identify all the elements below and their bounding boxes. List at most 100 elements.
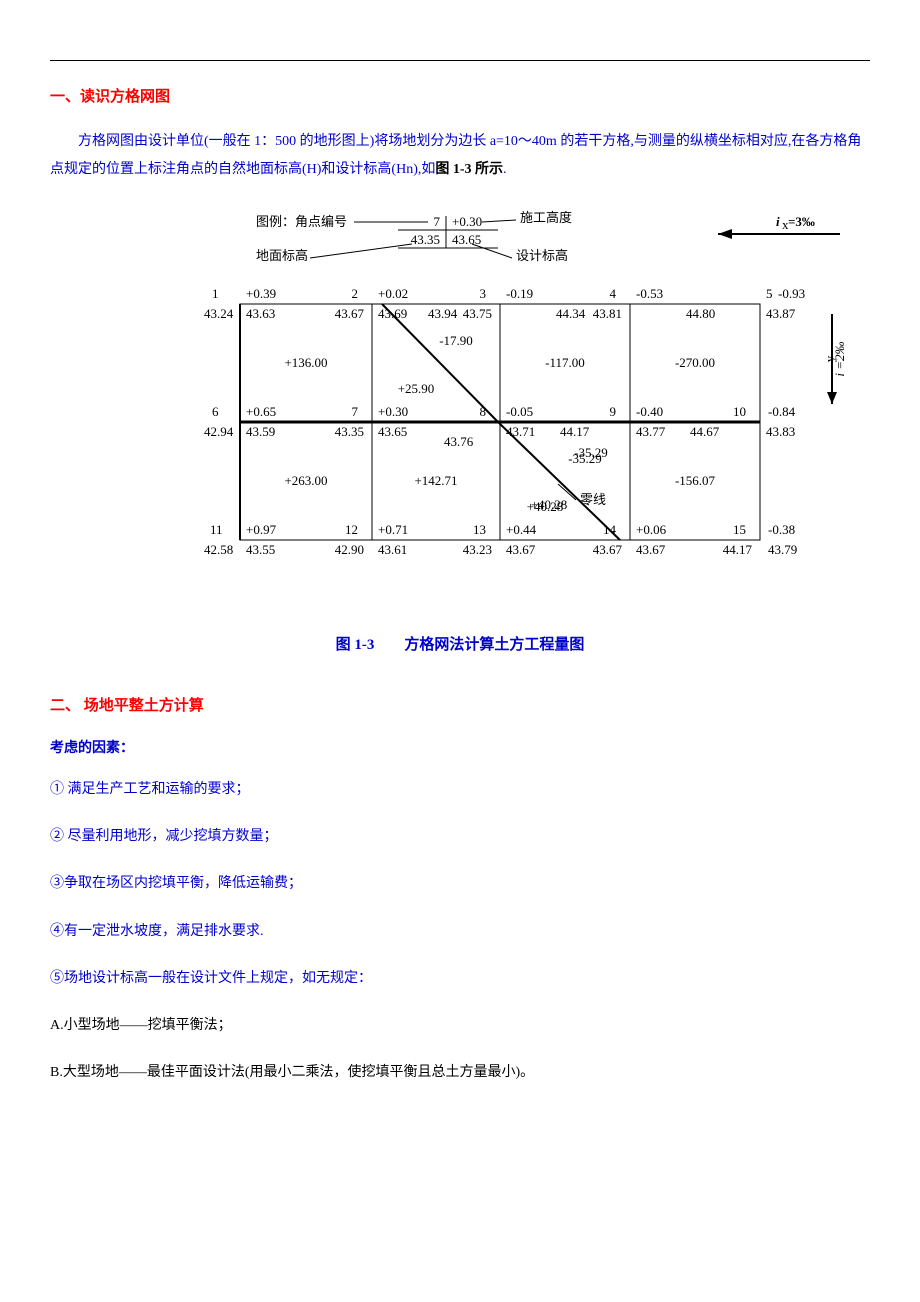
svg-text:43.67: 43.67	[506, 542, 536, 557]
list-item: ⑤场地设计标高一般在设计文件上规定，如无规定：	[50, 966, 870, 991]
svg-text:=3‰: =3‰	[788, 214, 815, 229]
svg-text:44.17: 44.17	[723, 542, 753, 557]
svg-text:42.58: 42.58	[204, 542, 233, 557]
svg-text:+142.71: +142.71	[414, 473, 457, 488]
svg-text:+0.30: +0.30	[378, 404, 408, 419]
svg-text:15: 15	[733, 522, 746, 537]
svg-text:3: 3	[480, 286, 487, 301]
svg-text:+25.90: +25.90	[398, 381, 435, 396]
page-rule	[50, 60, 870, 61]
para-text-post: .	[503, 162, 507, 177]
list-item: ① 满足生产工艺和运输的要求；	[50, 777, 870, 802]
svg-text:44.80: 44.80	[686, 306, 715, 321]
list-item: ③争取在场区内挖填平衡，降低运输费；	[50, 871, 870, 896]
section-2-subhead: 考虑的因素：	[50, 737, 870, 757]
svg-text:-117.00: -117.00	[545, 355, 585, 370]
svg-text:43.55: 43.55	[246, 542, 275, 557]
svg-text:-17.90: -17.90	[439, 333, 473, 348]
svg-text:地面标高: 地面标高	[256, 248, 308, 263]
svg-text:+0.71: +0.71	[378, 522, 408, 537]
figure-caption: 图 1-3 方格网法计算土方工程量图	[50, 633, 870, 654]
svg-text:43.61: 43.61	[378, 542, 407, 557]
svg-text:图例：角点编号: 图例：角点编号	[256, 214, 347, 229]
list-item: ④有一定泄水坡度，满足排水要求.	[50, 919, 870, 944]
svg-text:-0.38: -0.38	[768, 522, 795, 537]
figure-1-3: 图例：角点编号7+0.3043.3543.65施工高度地面标高设计标高ix=3‰…	[160, 204, 880, 609]
para-figure-ref: 图 1-3 所示	[435, 162, 503, 177]
svg-text:+0.06: +0.06	[636, 522, 667, 537]
svg-text:4: 4	[610, 286, 617, 301]
svg-text:+136.00: +136.00	[284, 355, 327, 370]
svg-text:y: y	[822, 355, 837, 362]
svg-text:8: 8	[480, 404, 487, 419]
svg-text:43.77: 43.77	[636, 424, 666, 439]
svg-text:-270.00: -270.00	[675, 355, 715, 370]
svg-text:+0.65: +0.65	[246, 404, 276, 419]
svg-text:13: 13	[473, 522, 486, 537]
svg-text:43.76: 43.76	[444, 434, 474, 449]
svg-text:43.35: 43.35	[335, 424, 364, 439]
svg-text:43.67: 43.67	[335, 306, 365, 321]
svg-text:-0.05: -0.05	[506, 404, 533, 419]
svg-text:43.65: 43.65	[378, 424, 407, 439]
svg-text:6: 6	[212, 404, 219, 419]
svg-text:44.67: 44.67	[690, 424, 720, 439]
list-item: A.小型场地――挖填平衡法；	[50, 1013, 870, 1038]
svg-text:43.83: 43.83	[766, 424, 795, 439]
svg-text:43.35: 43.35	[411, 232, 440, 247]
svg-text:-0.93: -0.93	[778, 286, 805, 301]
svg-text:43.69: 43.69	[378, 306, 407, 321]
svg-text:+0.39: +0.39	[246, 286, 276, 301]
section-1-paragraph: 方格网图由设计单位(一般在 1：500 的地形图上)将场地划分为边长 a=10～…	[50, 128, 870, 184]
list-item: ② 尽量利用地形，减少挖填方数量；	[50, 824, 870, 849]
svg-text:43.94: 43.94	[428, 306, 458, 321]
black-item-list: A.小型场地――挖填平衡法； B.大型场地――最佳平面设计法(用最小二乘法，使挖填…	[50, 1013, 870, 1085]
svg-text:5: 5	[766, 286, 773, 301]
svg-text:44.34: 44.34	[556, 306, 586, 321]
svg-text:43.75: 43.75	[463, 306, 492, 321]
svg-text:43.59: 43.59	[246, 424, 275, 439]
svg-text:2: 2	[352, 286, 359, 301]
svg-text:43.71: 43.71	[506, 424, 535, 439]
svg-text:43.65: 43.65	[452, 232, 481, 247]
svg-text:43.79: 43.79	[768, 542, 797, 557]
section-2-heading: 二、 场地平整土方计算	[50, 694, 870, 715]
svg-text:43.67: 43.67	[636, 542, 666, 557]
svg-text:43.81: 43.81	[593, 306, 622, 321]
list-item: B.大型场地――最佳平面设计法(用最小二乘法，使挖填平衡且总土方量最小)。	[50, 1060, 870, 1085]
svg-text:42.90: 42.90	[335, 542, 364, 557]
svg-text:施工高度: 施工高度	[520, 210, 572, 225]
svg-text:零线: 零线	[580, 492, 606, 507]
svg-text:+0.97: +0.97	[246, 522, 277, 537]
svg-text:43.87: 43.87	[766, 306, 796, 321]
svg-text:14: 14	[603, 522, 617, 537]
svg-text:i: i	[776, 214, 780, 229]
svg-text:43.67: 43.67	[593, 542, 623, 557]
svg-text:+0.30: +0.30	[452, 214, 482, 229]
svg-text:+263.00: +263.00	[284, 473, 327, 488]
svg-text:7: 7	[352, 404, 359, 419]
svg-text:43.23: 43.23	[463, 542, 492, 557]
blue-item-list: ① 满足生产工艺和运输的要求； ② 尽量利用地形，减少挖填方数量； ③争取在场区内挖…	[50, 777, 870, 991]
svg-text:43.24: 43.24	[204, 306, 234, 321]
svg-text:-0.53: -0.53	[636, 286, 663, 301]
document-page: 一、读识方格网图 方格网图由设计单位(一般在 1：500 的地形图上)将场地划分…	[0, 0, 920, 1147]
svg-text:42.94: 42.94	[204, 424, 234, 439]
svg-text:44.17: 44.17	[560, 424, 590, 439]
svg-text:设计标高: 设计标高	[516, 248, 568, 263]
svg-text:-0.19: -0.19	[506, 286, 533, 301]
svg-text:+40.28: +40.28	[531, 497, 568, 512]
svg-text:-156.07: -156.07	[675, 473, 716, 488]
svg-text:43.63: 43.63	[246, 306, 275, 321]
svg-text:7: 7	[434, 214, 441, 229]
svg-text:-0.40: -0.40	[636, 404, 663, 419]
section-1-heading: 一、读识方格网图	[50, 85, 870, 106]
grid-diagram-svg: 图例：角点编号7+0.3043.3543.65施工高度地面标高设计标高ix=3‰…	[160, 204, 880, 604]
svg-text:1: 1	[212, 286, 219, 301]
svg-text:+0.02: +0.02	[378, 286, 408, 301]
svg-text:9: 9	[610, 404, 617, 419]
svg-text:-35.29: -35.29	[574, 445, 608, 460]
svg-text:-0.84: -0.84	[768, 404, 796, 419]
svg-text:10: 10	[733, 404, 746, 419]
svg-text:12: 12	[345, 522, 358, 537]
